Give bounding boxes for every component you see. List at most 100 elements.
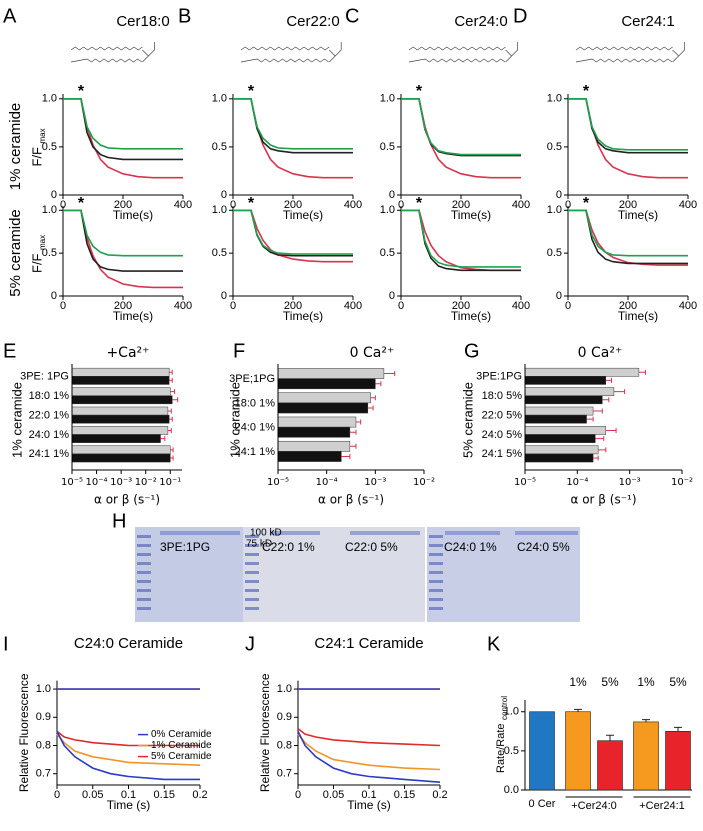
y-tick-label: 1.0 <box>380 204 395 216</box>
line-series <box>297 731 441 783</box>
bar <box>71 414 170 424</box>
chart-title: 0 Ca²⁺ <box>578 345 623 361</box>
row-label: 5% ceramide <box>7 209 24 297</box>
x-tick-label: 200 <box>452 300 470 312</box>
bar <box>277 368 385 379</box>
x-tick-label: 200 <box>284 199 302 211</box>
y-tick-label: 0.7 <box>36 768 51 780</box>
category-label: 24:1 5% <box>482 448 523 460</box>
bar <box>277 440 351 452</box>
x-tick-label: 400 <box>679 199 697 211</box>
category-label: 3PE;1PG <box>229 373 275 385</box>
category-label: 18:0 1% <box>29 390 70 402</box>
row-label: 1% ceramide <box>7 103 24 191</box>
chart-title: C24:0 Ceramide <box>74 635 183 652</box>
y-tick-label: 0.9 <box>36 711 51 723</box>
chart-title: +Ca²⁺ <box>106 345 149 361</box>
category-label: 3PE: 1PG <box>20 371 69 383</box>
gel-lane-label: C24:0 1% <box>444 540 497 554</box>
error-bar <box>169 416 173 422</box>
x-tick-label: 0 <box>60 300 66 312</box>
bar <box>71 453 171 463</box>
bar <box>71 387 171 396</box>
line-series <box>63 98 183 161</box>
legend-label: 1% Ceramide <box>151 740 212 751</box>
error-bar <box>341 453 351 459</box>
x-axis-label: α or β (s⁻¹) <box>570 493 636 507</box>
ladder-band <box>245 553 259 556</box>
x-axis-label: α or β (s⁻¹) <box>94 493 160 507</box>
error-bar <box>638 369 646 375</box>
bar <box>524 376 607 385</box>
legend-label: 5% Ceramide <box>151 751 212 762</box>
x-axis-label: Time(s) <box>283 208 323 222</box>
category-label: 18:0 5% <box>482 390 523 402</box>
annotation: * <box>248 83 255 100</box>
line-series <box>401 98 521 179</box>
error-bar <box>595 436 605 442</box>
category-label: 22:0 5% <box>482 409 523 421</box>
y-tick-label: 0.8 <box>36 739 51 751</box>
error-bar <box>605 377 613 383</box>
x-axis-label: Time (s) <box>107 798 151 812</box>
category-label: 24:1 1% <box>235 446 276 458</box>
x-axis-label: Time(s) <box>451 309 491 323</box>
bar <box>277 416 357 428</box>
y-axis-label: Rate/Rate <box>495 723 507 773</box>
line-series <box>297 727 441 747</box>
error-bar <box>170 447 174 453</box>
error-bar <box>574 708 582 712</box>
x-tick-label: 0.2 <box>192 789 207 801</box>
structure <box>575 46 673 51</box>
x-tick-label: 10⁻¹ <box>159 477 181 488</box>
error-bar <box>167 408 172 414</box>
ladder-band <box>137 544 151 547</box>
protein-band <box>270 531 320 535</box>
error-bar <box>586 416 594 422</box>
bar <box>277 426 351 438</box>
bar <box>71 367 170 377</box>
y-tick-label: 0.5 <box>547 141 562 153</box>
line-series <box>233 209 353 255</box>
annotation: * <box>583 83 590 100</box>
line-series <box>56 731 200 781</box>
error-bar <box>370 395 376 401</box>
error-bar <box>349 443 357 449</box>
category-label: 24:1 1% <box>29 448 70 460</box>
line-series <box>233 98 353 179</box>
panel-letter: E <box>3 340 16 362</box>
bar <box>524 453 594 463</box>
panel-letter: I <box>3 633 9 655</box>
line-series <box>401 98 521 157</box>
gel-marker: 100 kD <box>250 528 282 539</box>
x-tick-label: 10⁻³ <box>364 477 386 488</box>
line-series <box>56 733 201 766</box>
protein-band <box>445 531 500 535</box>
chart-title: 0 Ca²⁺ <box>350 345 395 361</box>
ladder-band <box>137 535 151 538</box>
ladder-band <box>137 607 151 610</box>
x-tick-label: 200 <box>452 199 470 211</box>
y-tick-label: 0 <box>51 290 57 302</box>
structure <box>328 42 342 63</box>
x-axis-label: Time(s) <box>113 309 153 323</box>
y-tick-label: 0.5 <box>504 745 519 757</box>
annotation: * <box>78 195 85 212</box>
error-bar <box>593 408 603 414</box>
y-tick-label: 0 <box>556 189 562 201</box>
y-tick-label: 0.5 <box>380 247 395 259</box>
x-tick-label: 0 <box>565 199 571 211</box>
bar-label: 1% <box>569 675 587 689</box>
bar <box>524 414 587 424</box>
bar <box>565 711 591 791</box>
x-tick-label: 400 <box>344 300 362 312</box>
line-series <box>401 209 521 268</box>
structure <box>505 42 518 63</box>
x-tick-label: 0 <box>230 300 236 312</box>
y-tick-label: 1.0 <box>547 93 562 105</box>
y-axis-label: 1% ceramide <box>227 382 242 458</box>
x-tick-label: 10⁻³ <box>110 477 132 488</box>
gel-image <box>243 527 425 622</box>
error-bar <box>170 455 174 461</box>
error-bar <box>160 436 166 442</box>
